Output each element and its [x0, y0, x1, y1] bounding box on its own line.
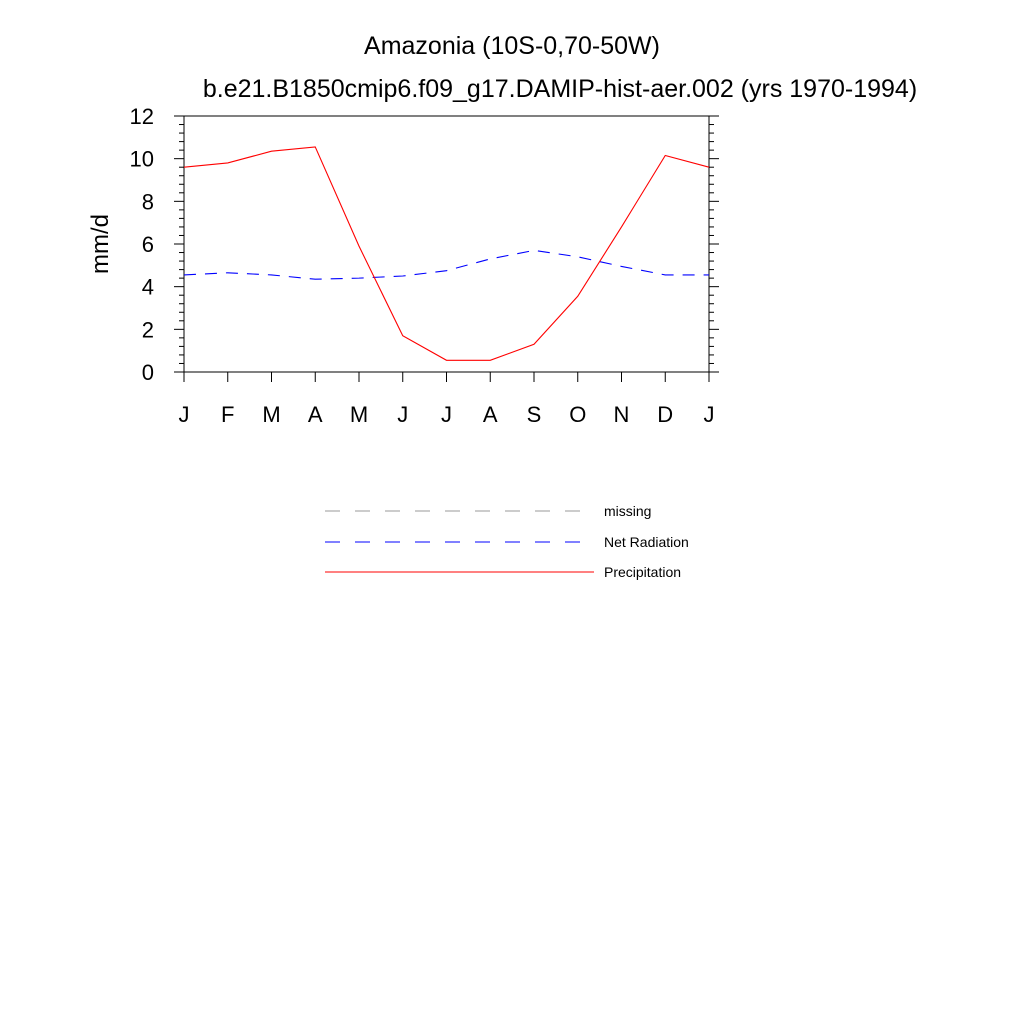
legend: missing Net Radiation Precipitation: [325, 503, 689, 580]
x-tick-label: M: [262, 402, 280, 427]
chart-title: Amazonia (10S-0,70-50W): [364, 32, 660, 60]
y-axis-label: mm/d: [87, 214, 114, 274]
legend-label-missing: missing: [604, 503, 651, 519]
x-tick-label: N: [614, 402, 630, 427]
x-tick-label: O: [569, 402, 586, 427]
y-tick-label: 12: [130, 104, 154, 129]
x-tick-label: F: [221, 402, 234, 427]
x-tick-label: A: [308, 402, 323, 427]
x-tick-label: D: [657, 402, 673, 427]
plot-area: 0 2 4 6 8 10 12 J F M A M J J A S O N D J: [130, 104, 719, 427]
x-tick-label: J: [704, 402, 715, 427]
y-tick-label: 2: [142, 317, 154, 342]
x-tick-label: J: [397, 402, 408, 427]
legend-label-precipitation: Precipitation: [604, 564, 681, 580]
x-tick-label: A: [483, 402, 498, 427]
y-tick-label: 4: [142, 275, 154, 300]
legend-label-net-radiation: Net Radiation: [604, 534, 689, 550]
y-tick-label: 6: [142, 232, 154, 257]
y-tick-label: 8: [142, 189, 154, 214]
series-line-net-radiation: [183, 249, 709, 280]
x-tick-label: J: [441, 402, 452, 427]
chart-subtitle: b.e21.B1850cmip6.f09_g17.DAMIP-hist-aer.…: [203, 75, 917, 103]
x-tick-label: S: [527, 402, 542, 427]
plot-frame: [183, 115, 710, 373]
x-tick-label: M: [350, 402, 368, 427]
series-line-precipitation: [183, 146, 710, 361]
y-tick-label: 10: [130, 147, 154, 172]
y-tick-label: 0: [142, 360, 154, 385]
x-tick-label: J: [179, 402, 190, 427]
